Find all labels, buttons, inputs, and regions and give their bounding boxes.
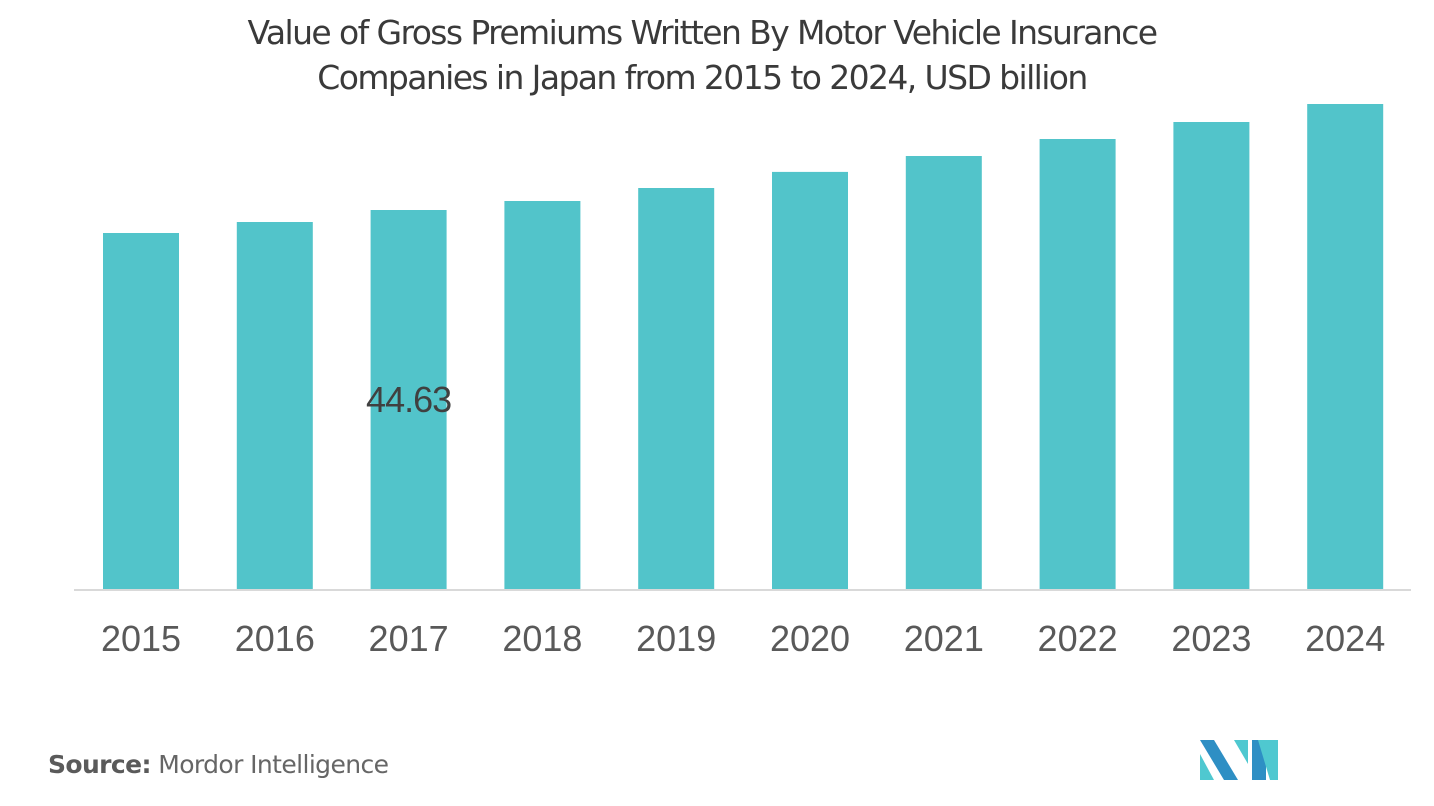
source-value: Mordor Intelligence [158, 750, 389, 779]
bar-2022 [1039, 139, 1116, 589]
bar-2018 [504, 201, 581, 589]
data-label-2017: 44.63 [366, 379, 451, 420]
bar-2017 [370, 210, 447, 589]
logo-shape-right-light [1258, 740, 1278, 780]
logo-shape-left-lower [1200, 754, 1214, 780]
chart-title: Value of Gross Premiums Written By Motor… [0, 10, 1404, 100]
bar-2021 [905, 156, 982, 589]
chart-title-line-2: Companies in Japan from 2015 to 2024, US… [317, 58, 1088, 97]
x-tick-label-2023: 2023 [1171, 618, 1251, 659]
x-tick-label-2016: 2016 [235, 618, 315, 659]
x-tick-labels: 2015 2016 2017 2018 2019 2020 2021 2022 2023 2024 [101, 618, 1385, 659]
bar-2023 [1173, 122, 1250, 589]
chart-title-line-1: Value of Gross Premiums Written By Motor… [247, 13, 1159, 52]
x-tick-label-2019: 2019 [636, 618, 716, 659]
bar-2024 [1307, 104, 1384, 589]
bars-group [103, 104, 1384, 589]
bar-2016 [236, 222, 313, 589]
x-tick-label-2015: 2015 [101, 618, 181, 659]
bar-2020 [772, 171, 848, 589]
x-tick-label-2021: 2021 [904, 618, 984, 659]
source-note: Source: Mordor Intelligence [48, 750, 389, 779]
x-tick-label-2020: 2020 [770, 618, 850, 659]
x-tick-label-2022: 2022 [1038, 618, 1118, 659]
x-tick-label-2017: 2017 [369, 618, 449, 659]
data-labels: 44.63 [366, 379, 452, 420]
x-tick-label-2024: 2024 [1305, 618, 1385, 659]
logo-shape-middle [1234, 740, 1248, 764]
bar-2019 [638, 188, 715, 589]
bar-2015 [103, 233, 179, 589]
x-tick-label-2018: 2018 [502, 618, 582, 659]
source-label: Source: [48, 750, 151, 779]
logo-shape-left [1200, 740, 1238, 780]
mordor-intelligence-logo-icon [1200, 740, 1278, 780]
